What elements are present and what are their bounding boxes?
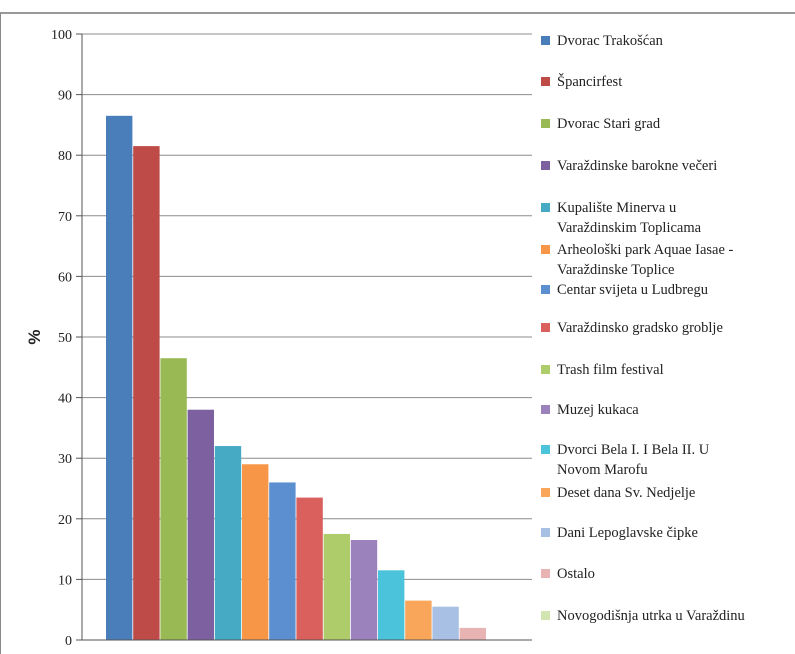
bar	[350, 540, 378, 640]
bar	[106, 115, 133, 640]
legend-item: Dvorac Stari grad	[541, 116, 661, 132]
bar	[378, 570, 405, 640]
legend-item: Ostalo	[541, 566, 595, 582]
legend-label: Dvorac Stari grad	[557, 116, 661, 132]
legend-item: Kupalište Minerva u Varaždinskim Toplicam…	[541, 200, 702, 236]
legend-item: Dvorci Bela I. I Bela II. U Novom Marofu	[541, 442, 710, 478]
legend-label: Dvorac Trakošćan	[557, 33, 664, 49]
bar	[160, 358, 187, 640]
y-axis-title: %	[25, 329, 44, 344]
legend-label: Ostalo	[557, 566, 595, 582]
legend-item: Novogodišnja utrka u Varaždinu	[541, 608, 745, 624]
legend-item: Centar svijeta u Ludbregu	[541, 282, 708, 298]
legend-item: Varaždinske barokne večeri	[541, 158, 717, 174]
y-tick-label: 20	[58, 513, 72, 528]
legend-label: Varaždinsko gradsko groblje	[557, 320, 723, 336]
legend-item: Deset dana Sv. Nedjelje	[541, 485, 695, 501]
legend-label: Centar svijeta u Ludbregu	[557, 282, 708, 298]
legend-item: Dvorac Trakošćan	[541, 33, 664, 49]
legend-swatch	[541, 77, 550, 86]
y-tick-label: 40	[58, 392, 72, 407]
legend-label: Novogodišnja utrka u Varaždinu	[557, 608, 745, 624]
bar	[214, 446, 242, 640]
legend-swatch	[541, 323, 550, 332]
legend-label: Novom Marofu	[557, 462, 648, 478]
legend-swatch	[541, 245, 550, 254]
legend-label: Arheološki park Aquae Iasae -	[557, 242, 734, 258]
legend-label: Trash film festival	[557, 362, 664, 378]
legend-swatch	[541, 445, 550, 454]
bar	[242, 464, 269, 640]
legend-swatch	[541, 488, 550, 497]
bar	[459, 627, 486, 640]
bar	[133, 146, 160, 641]
legend-item: Špancirfest	[541, 73, 622, 90]
y-tick-label: 100	[51, 28, 72, 43]
legend: Dvorac Trakošćan Špancirfest Dvorac Stari …	[541, 33, 745, 624]
legend-label: Varaždinskim Toplicama	[557, 220, 702, 236]
legend-item: Varaždinsko gradsko groblje	[541, 320, 723, 336]
legend-label: Varaždinske Toplice	[557, 262, 675, 278]
legend-swatch	[541, 119, 550, 128]
bars	[106, 115, 486, 641]
legend-item: Muzej kukaca	[541, 402, 639, 418]
legend-label: Muzej kukaca	[557, 402, 639, 418]
legend-item: Trash film festival	[541, 362, 664, 378]
y-axis: 0 10 20 30 40 50 60 70 80 90 100%	[25, 28, 532, 649]
bar	[405, 600, 432, 640]
bar	[432, 606, 459, 640]
bar	[323, 533, 350, 640]
legend-label: Špancirfest	[557, 73, 622, 90]
y-tick-label: 0	[65, 634, 72, 649]
y-tick-label: 80	[58, 149, 72, 164]
legend-label: Dani Lepoglavske čipke	[557, 525, 698, 541]
bar	[269, 482, 296, 640]
legend-swatch	[541, 203, 550, 212]
legend-swatch	[541, 611, 550, 620]
y-tick-label: 60	[58, 270, 72, 285]
legend-label: Deset dana Sv. Nedjelje	[557, 485, 695, 501]
legend-label: Varaždinske barokne večeri	[557, 158, 717, 174]
y-tick-label: 70	[58, 210, 72, 225]
bar	[187, 409, 214, 640]
y-tick-label: 10	[58, 573, 72, 588]
legend-swatch	[541, 285, 550, 294]
legend-swatch	[541, 365, 550, 374]
legend-swatch	[541, 405, 550, 414]
legend-label: Dvorci Bela I. I Bela II. U	[557, 442, 710, 458]
legend-swatch	[541, 36, 550, 45]
legend-swatch	[541, 161, 550, 170]
legend-swatch	[541, 528, 550, 537]
legend-item: Arheološki park Aquae Iasae - Varaždinske…	[541, 242, 734, 278]
legend-swatch	[541, 569, 550, 578]
legend-label: Kupalište Minerva u	[557, 200, 676, 216]
y-tick-label: 90	[58, 89, 72, 104]
bar	[296, 497, 323, 640]
y-tick-label: 50	[58, 331, 72, 346]
y-tick-label: 30	[58, 452, 72, 467]
legend-item: Dani Lepoglavske čipke	[541, 525, 698, 541]
